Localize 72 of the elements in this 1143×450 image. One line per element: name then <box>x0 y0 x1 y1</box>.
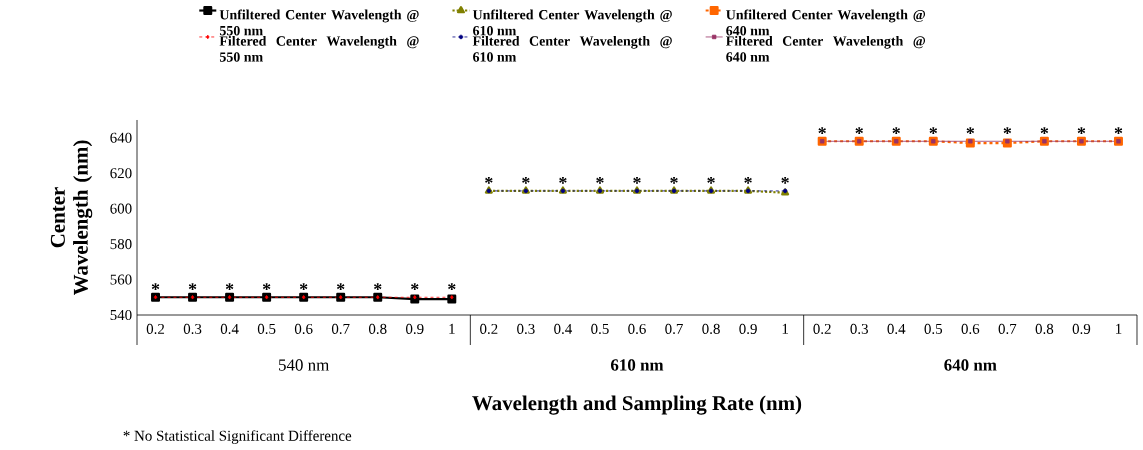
y-tick-label: 580 <box>110 239 132 250</box>
x-tick-label: 0.8 <box>702 323 720 335</box>
legend-label: Filtered Center Wavelength @ 640 nm <box>725 35 926 62</box>
data-label: * <box>336 283 345 290</box>
y-axis-title: Center Wavelength (nm) <box>50 140 93 296</box>
x-tick-label: 0.9 <box>1072 323 1091 335</box>
data-label: * <box>966 127 975 134</box>
legend-label: Unfiltered Center Wavelength @ 610 nm <box>472 9 672 36</box>
data-label: * <box>707 176 715 184</box>
x-axis-title: Wavelength and Sampling Rate (nm) <box>472 395 802 415</box>
data-label: * <box>1003 127 1012 134</box>
data-label: * <box>1114 127 1123 134</box>
x-tick-label: 0.5 <box>924 323 943 335</box>
legend-label: Filtered Center Wavelength @ 550 nm <box>219 35 419 62</box>
data-label: * <box>818 127 826 134</box>
y-tick-label: 600 <box>110 203 132 214</box>
y-tick-label: 560 <box>110 274 132 285</box>
x-tick-label: 0.4 <box>887 323 906 335</box>
x-tick-label: 1 <box>449 323 455 334</box>
x-tick-label: 0.2 <box>480 323 498 335</box>
legend-label: Unfiltered Center Wavelength @ 550 nm <box>219 9 419 36</box>
data-label: * <box>448 283 456 290</box>
legend-label: Filtered Center Wavelength @ 610 nm <box>472 35 672 62</box>
data-label: * <box>781 176 789 184</box>
data-label: * <box>596 176 604 184</box>
data-label: * <box>744 176 752 184</box>
x-tick-label: 0.7 <box>665 323 683 335</box>
x-tick-label: 0.2 <box>813 323 831 335</box>
data-label: * <box>374 283 382 290</box>
x-tick-label: 0.4 <box>554 323 573 335</box>
x-tick-label: 0.5 <box>591 323 609 335</box>
data-label: * <box>188 283 197 290</box>
text: 540 nm <box>279 359 330 371</box>
data-label: * <box>855 127 863 134</box>
x-tick-label: 0.5 <box>257 323 276 335</box>
data-label: * <box>670 176 678 184</box>
x-tick-label: 0.3 <box>517 323 535 335</box>
x-tick-label: 0.6 <box>961 323 980 335</box>
data-label: * <box>411 283 419 290</box>
x-tick-label: 0.7 <box>998 323 1017 335</box>
data-label: * <box>892 127 900 134</box>
x-tick-label: 0.8 <box>368 323 387 335</box>
x-tick-label: 0.7 <box>331 323 350 335</box>
x-tick-label: 0.3 <box>183 323 202 335</box>
x-tick-label: 0.4 <box>220 323 239 335</box>
legend-label: Unfiltered Center Wavelength @ 640 nm <box>726 9 926 36</box>
data-label: * <box>485 176 493 184</box>
data-label: * <box>262 283 271 290</box>
x-tick-label: 0.6 <box>294 323 313 335</box>
data-label: * <box>559 176 567 184</box>
x-tick-label: 0.9 <box>406 323 424 335</box>
data-label: * <box>633 176 641 184</box>
x-tick-label: 0.8 <box>1035 323 1054 335</box>
x-tick-label: 1 <box>782 323 788 334</box>
x-tick-label: 0.9 <box>739 323 757 335</box>
data-label: * <box>1040 127 1049 134</box>
data-label: * <box>151 283 160 290</box>
y-tick-label: 620 <box>110 168 132 179</box>
y-tick-label: 640 <box>110 132 132 143</box>
data-label: * <box>522 176 530 184</box>
data-label: * <box>929 127 938 134</box>
text: 610 nm <box>610 359 664 371</box>
y-tick-label: 540 <box>110 309 132 321</box>
text: * No Statistical Significant Difference <box>123 430 352 444</box>
data-label: * <box>299 283 308 290</box>
x-tick-label: 0.6 <box>628 323 646 335</box>
text: 640 nm <box>944 359 997 371</box>
data-label: * <box>1077 127 1086 134</box>
x-tick-label: 0.2 <box>146 323 165 335</box>
x-tick-label: 0.3 <box>850 323 868 335</box>
x-tick-label: 1 <box>1116 323 1122 334</box>
data-label: * <box>225 283 234 290</box>
